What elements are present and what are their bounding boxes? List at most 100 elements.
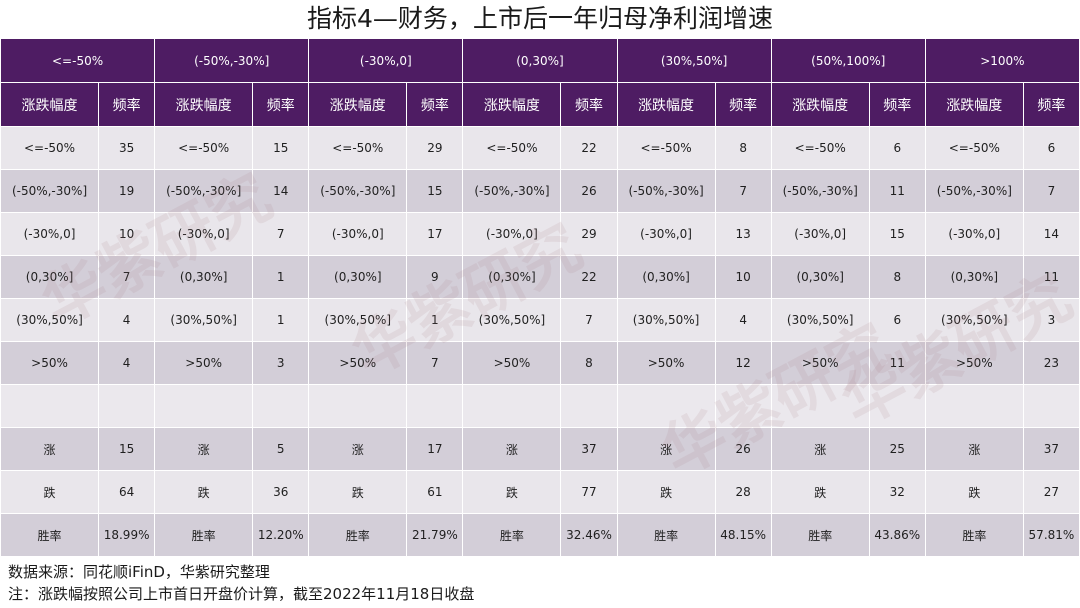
sub-header-freq: 频率: [406, 82, 464, 127]
range-cell: >50%: [770, 341, 870, 385]
range-header: (30%,50%]: [616, 38, 772, 83]
range-cell: (30%,50%]: [0, 298, 100, 342]
range-header: (-30%,0]: [308, 38, 464, 83]
sub-header-range: 涨跌幅度: [770, 82, 870, 127]
summary-label-cell: 胜率: [308, 513, 408, 557]
frequency-cell: 14: [252, 169, 310, 213]
range-cell: (0,30%]: [0, 255, 100, 299]
summary-value-cell: 32.46%: [560, 513, 618, 557]
range-cell: <=-50%: [308, 126, 408, 170]
blank-cell: [0, 384, 100, 428]
range-cell: (-30%,0]: [462, 212, 562, 256]
summary-label-cell: 胜率: [0, 513, 100, 557]
summary-value-cell: 37: [560, 427, 618, 471]
range-cell: <=-50%: [154, 126, 254, 170]
blank-cell: [714, 384, 772, 428]
frequency-cell: 10: [98, 212, 156, 256]
sub-header-freq: 频率: [868, 82, 926, 127]
range-header: (-50%,-30%]: [154, 38, 310, 83]
frequency-cell: 4: [98, 341, 156, 385]
frequency-cell: 1: [406, 298, 464, 342]
frequency-cell: 3: [1022, 298, 1080, 342]
range-cell: >50%: [462, 341, 562, 385]
frequency-cell: 7: [560, 298, 618, 342]
range-cell: (0,30%]: [462, 255, 562, 299]
summary-value-cell: 64: [98, 470, 156, 514]
range-cell: (-50%,-30%]: [924, 169, 1024, 213]
frequency-cell: 14: [1022, 212, 1080, 256]
page-title: 指标4—财务，上市后一年归母净利润增速: [307, 4, 773, 33]
summary-value-cell: 57.81%: [1022, 513, 1080, 557]
summary-value-cell: 27: [1022, 470, 1080, 514]
frequency-cell: 6: [868, 126, 926, 170]
range-header: (50%,100%]: [770, 38, 926, 83]
table-body: <=-50% 35 <=-50% 15 <=-50% 29 <=-50% 22 <=-50% 8 <…: [0, 126, 1080, 557]
summary-label-cell: 跌: [154, 470, 254, 514]
range-cell: (-50%,-30%]: [308, 169, 408, 213]
summary-label-cell: 涨: [924, 427, 1024, 471]
summary-label-cell: 涨: [770, 427, 870, 471]
summary-label-cell: 涨: [462, 427, 562, 471]
sub-header-freq: 频率: [98, 82, 156, 127]
summary-label-cell: 胜率: [770, 513, 870, 557]
summary-value-cell: 21.79%: [406, 513, 464, 557]
blank-cell: [868, 384, 926, 428]
summary-label-cell: 涨: [616, 427, 716, 471]
range-cell: (30%,50%]: [924, 298, 1024, 342]
sub-header-freq: 频率: [252, 82, 310, 127]
sub-header-range: 涨跌幅度: [616, 82, 716, 127]
sub-header-freq: 频率: [560, 82, 618, 127]
range-cell: (-30%,0]: [924, 212, 1024, 256]
frequency-cell: 7: [98, 255, 156, 299]
range-cell: (30%,50%]: [616, 298, 716, 342]
frequency-cell: 15: [868, 212, 926, 256]
frequency-cell: 6: [1022, 126, 1080, 170]
frequency-cell: 11: [868, 341, 926, 385]
blank-cell: [98, 384, 156, 428]
blank-cell: [924, 384, 1024, 428]
frequency-cell: 35: [98, 126, 156, 170]
blank-cell: [462, 384, 562, 428]
frequency-cell: 7: [252, 212, 310, 256]
sub-header-range: 涨跌幅度: [154, 82, 254, 127]
data-table: <=-50% (-50%,-30%] (-30%,0] (0,30%] (30%…: [0, 38, 1080, 557]
frequency-cell: 13: [714, 212, 772, 256]
summary-value-cell: 25: [868, 427, 926, 471]
range-cell: (0,30%]: [924, 255, 1024, 299]
summary-label-cell: 胜率: [616, 513, 716, 557]
range-header: >100%: [924, 38, 1080, 83]
summary-label-cell: 涨: [154, 427, 254, 471]
frequency-cell: 3: [252, 341, 310, 385]
range-cell: (30%,50%]: [462, 298, 562, 342]
frequency-cell: 10: [714, 255, 772, 299]
frequency-cell: 11: [868, 169, 926, 213]
frequency-cell: 9: [406, 255, 464, 299]
frequency-cell: 11: [1022, 255, 1080, 299]
summary-value-cell: 15: [98, 427, 156, 471]
range-cell: (30%,50%]: [154, 298, 254, 342]
range-cell: (0,30%]: [616, 255, 716, 299]
range-cell: (30%,50%]: [770, 298, 870, 342]
summary-value-cell: 17: [406, 427, 464, 471]
blank-cell: [560, 384, 618, 428]
frequency-cell: 23: [1022, 341, 1080, 385]
range-header: (0,30%]: [462, 38, 618, 83]
table-row: (-50%,-30%] 19 (-50%,-30%] 14 (-50%,-30%] 15(…: [0, 169, 1080, 213]
range-cell: <=-50%: [0, 126, 100, 170]
range-cell: <=-50%: [616, 126, 716, 170]
sub-header-range: 涨跌幅度: [0, 82, 100, 127]
frequency-cell: 4: [714, 298, 772, 342]
sub-header-range: 涨跌幅度: [308, 82, 408, 127]
frequency-cell: 17: [406, 212, 464, 256]
range-cell: <=-50%: [770, 126, 870, 170]
summary-label-cell: 跌: [462, 470, 562, 514]
summary-label-cell: 跌: [0, 470, 100, 514]
summary-value-cell: 12.20%: [252, 513, 310, 557]
summary-label-cell: 涨: [308, 427, 408, 471]
blank-cell: [406, 384, 464, 428]
range-cell: (0,30%]: [308, 255, 408, 299]
blank-cell: [770, 384, 870, 428]
blank-cell: [616, 384, 716, 428]
summary-value-cell: 26: [714, 427, 772, 471]
frequency-cell: 15: [252, 126, 310, 170]
